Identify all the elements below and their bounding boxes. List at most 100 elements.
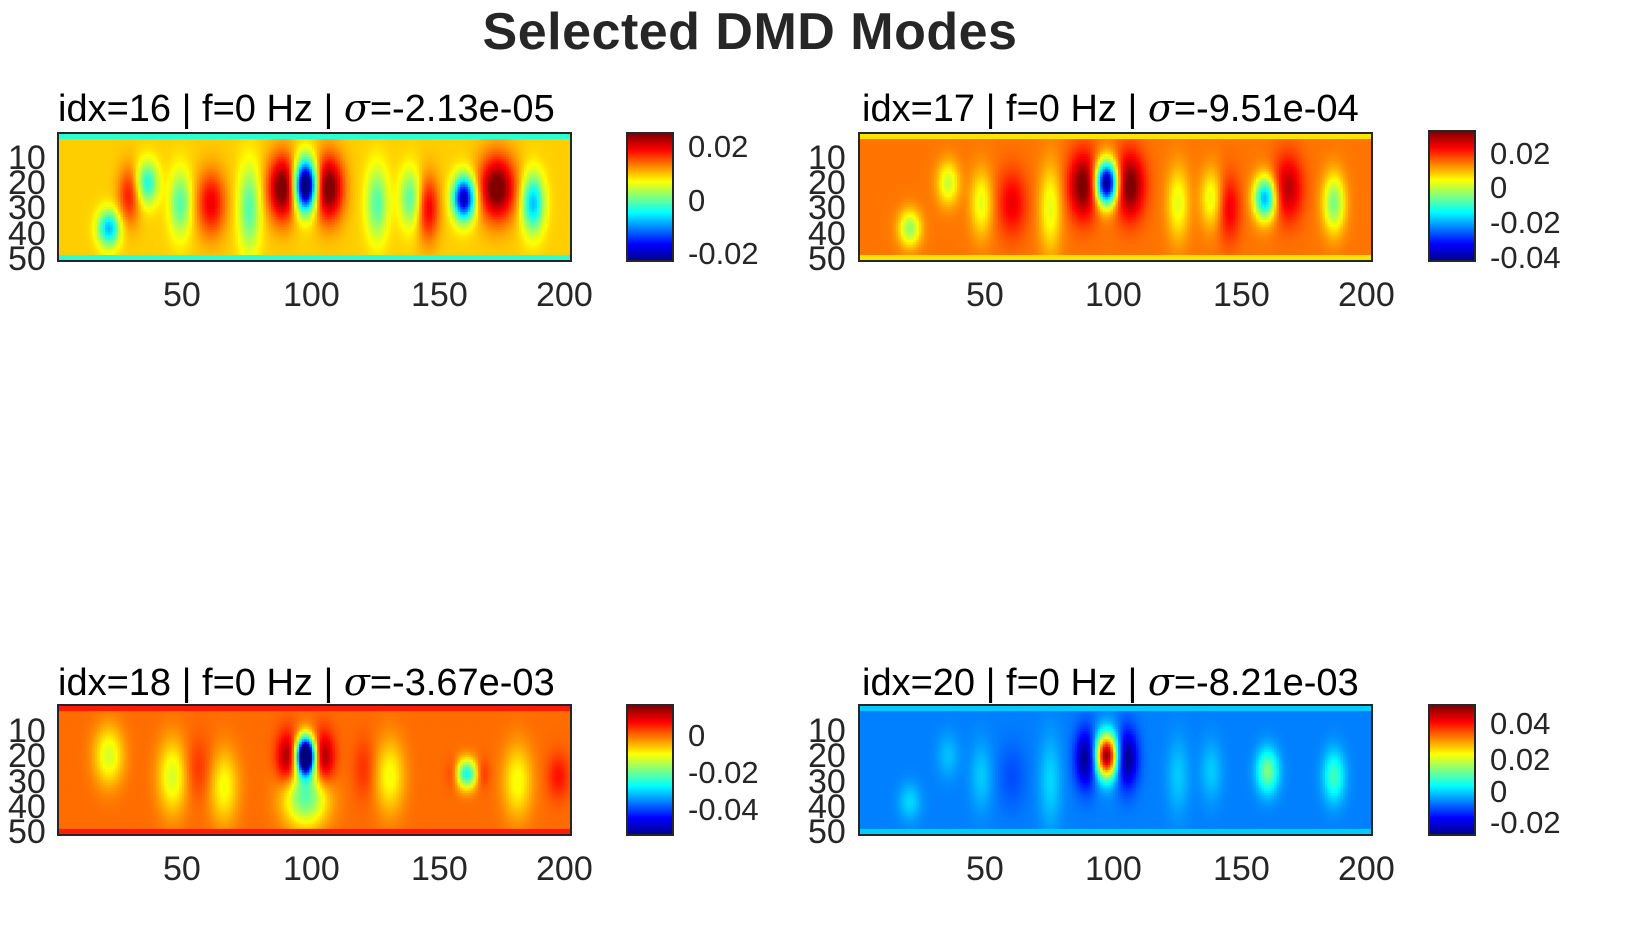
heatmap-cell (409, 179, 413, 183)
heatmap-cell (92, 144, 96, 148)
heatmap-cell (503, 176, 507, 180)
heatmap-cell (365, 181, 369, 185)
heatmap-cell (495, 179, 500, 183)
heatmap-cell (156, 144, 160, 148)
heatmap-cell (115, 139, 119, 143)
heatmap-cell (480, 144, 484, 148)
heatmap-cell (64, 166, 68, 170)
heatmap-cell (163, 171, 167, 175)
heatmap-cell (501, 194, 505, 198)
heatmap-cell (209, 169, 213, 173)
heatmap-cell (186, 151, 190, 155)
heatmap-cell (122, 194, 127, 198)
heatmap-cell (153, 149, 157, 153)
heatmap-cell (432, 174, 436, 178)
heatmap-cell (467, 139, 471, 143)
heatmap-cell (237, 184, 242, 188)
heatmap-cell (554, 159, 558, 163)
heatmap-cell (503, 141, 507, 145)
heatmap-cell (104, 186, 109, 191)
heatmap-cell (386, 164, 390, 168)
heatmap-cell (393, 194, 397, 198)
heatmap-cell (288, 144, 293, 148)
heatmap-cell (97, 181, 101, 185)
heatmap-cell (447, 179, 451, 183)
heatmap-cell (299, 136, 303, 140)
heatmap-cell (227, 156, 231, 160)
heatmap-cell (516, 176, 520, 180)
heatmap-cell (554, 161, 558, 165)
heatmap-cell (365, 146, 369, 150)
heatmap-cell (291, 161, 295, 165)
heatmap-cell (133, 146, 137, 150)
heatmap-cell (329, 136, 333, 140)
heatmap-cell (317, 174, 321, 178)
heatmap-cell (71, 139, 75, 143)
heatmap-cell (314, 171, 318, 175)
heatmap-cell (235, 144, 239, 148)
heatmap-cell (306, 166, 310, 170)
heatmap-cell (173, 151, 178, 155)
heatmap-cell (161, 186, 165, 191)
heatmap-cell (409, 136, 413, 140)
heatmap-cell (368, 139, 372, 143)
heatmap-cell (209, 179, 213, 183)
heatmap-cell (552, 156, 556, 160)
heatmap-cell (345, 146, 349, 150)
heatmap-cell (117, 154, 121, 158)
heatmap-cell (166, 171, 170, 175)
heatmap-cell (306, 146, 310, 150)
heatmap-cell (199, 159, 203, 163)
heatmap-cell (334, 159, 339, 163)
heatmap-cell (539, 159, 543, 163)
heatmap-cell (391, 154, 395, 158)
heatmap-cell (153, 164, 157, 168)
heatmap-cell (158, 174, 162, 178)
heatmap-cell (329, 186, 333, 191)
heatmap-cell (391, 161, 395, 165)
heatmap-cell (176, 136, 180, 140)
heatmap-cell (194, 156, 198, 160)
heatmap-cell (559, 161, 563, 165)
heatmap-cell (214, 136, 219, 140)
heatmap-cell (74, 164, 78, 168)
heatmap-cell (501, 179, 505, 183)
heatmap-cell (227, 136, 231, 140)
heatmap-cell (564, 161, 569, 165)
heatmap-cell (539, 171, 543, 175)
heatmap-cell (163, 191, 167, 196)
heatmap-cell (112, 151, 116, 155)
heatmap-cell (495, 174, 500, 178)
heatmap-cell (271, 176, 275, 180)
heatmap-cell (237, 154, 242, 158)
heatmap-cell (460, 179, 464, 183)
heatmap-cell (562, 139, 566, 143)
heatmap-cell (125, 166, 129, 170)
heatmap-cell (547, 164, 551, 168)
heatmap-cell (258, 146, 262, 150)
heatmap-cell (199, 194, 203, 198)
heatmap-cell (541, 151, 546, 155)
heatmap-cell (148, 189, 152, 193)
heatmap-cell (357, 181, 362, 185)
heatmap-cell (138, 176, 142, 180)
heatmap-cell (273, 194, 277, 198)
heatmap-cell (406, 169, 410, 173)
heatmap-cell (265, 144, 270, 148)
heatmap-cell (444, 161, 448, 165)
heatmap-cell (294, 141, 298, 145)
heatmap-cell (526, 174, 530, 178)
heatmap-cell (432, 141, 436, 145)
heatmap-cell (222, 134, 226, 138)
heatmap-cell (130, 156, 134, 160)
heatmap-cell (71, 176, 75, 180)
heatmap-cell (340, 144, 344, 148)
heatmap-cell (495, 176, 500, 180)
heatmap-cell (314, 159, 318, 163)
heatmap-cell (97, 179, 101, 183)
heatmap-cell (386, 169, 390, 173)
heatmap-cell (260, 161, 264, 165)
heatmap-cell (102, 169, 106, 173)
heatmap-cell (225, 141, 229, 145)
heatmap-cell (429, 161, 433, 165)
